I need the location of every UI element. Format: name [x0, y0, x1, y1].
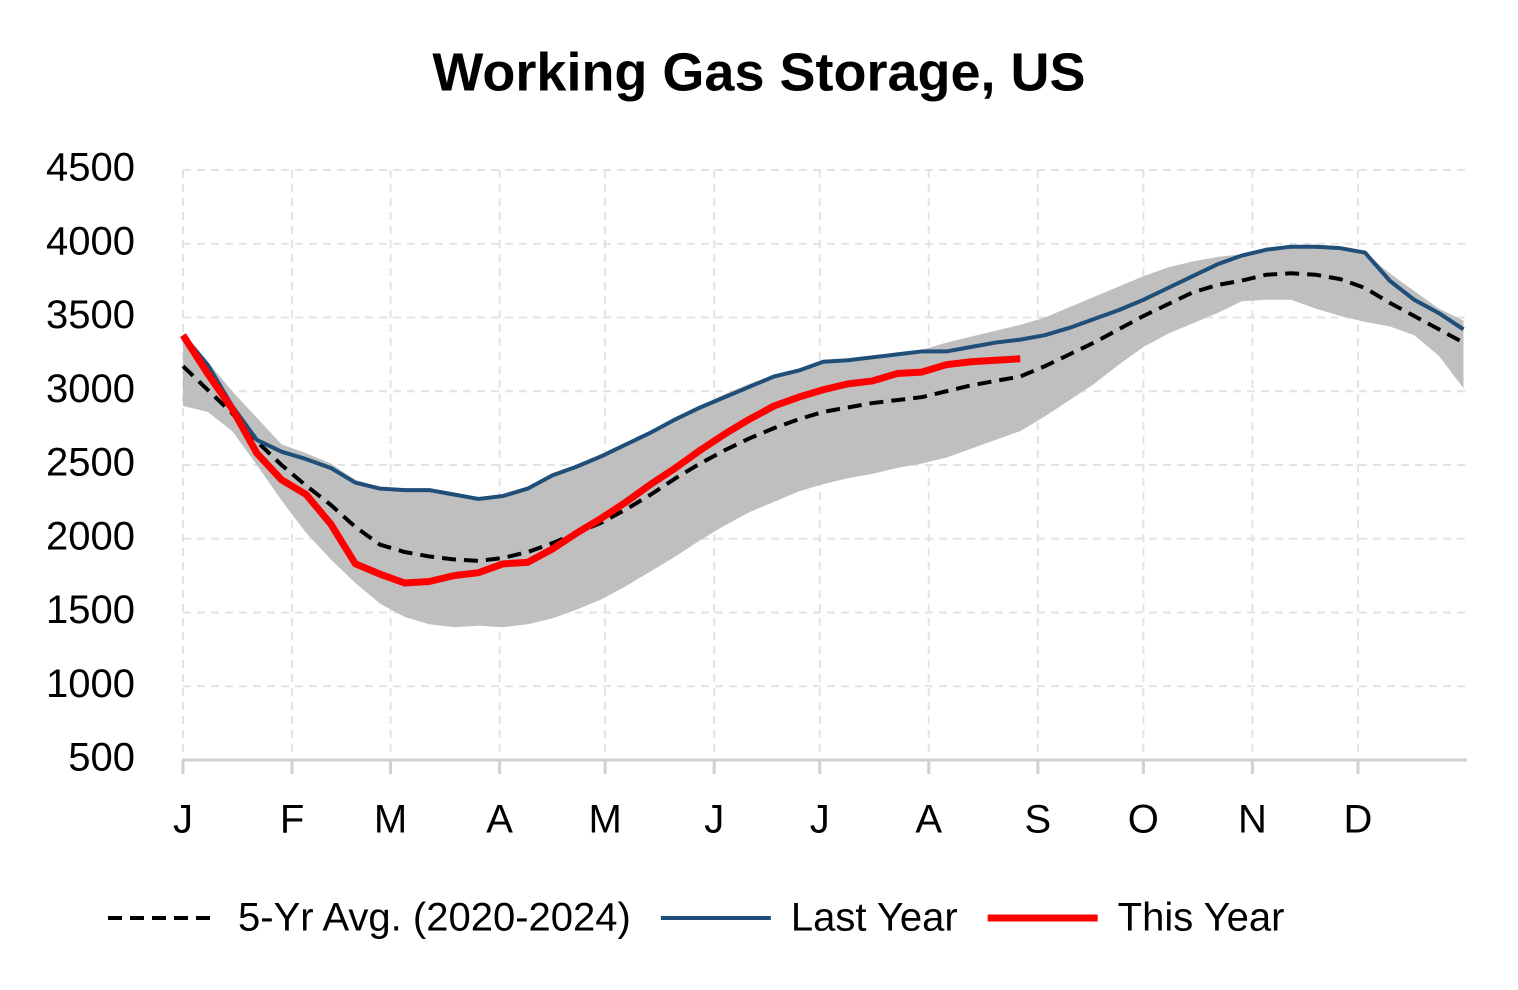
x-tick-label: J [704, 798, 724, 842]
x-tick-label: A [915, 798, 942, 842]
x-tick-label: D [1344, 798, 1373, 842]
x-tick-label: J [173, 798, 193, 842]
legend-label: This Year [1118, 896, 1285, 940]
x-tick-label: M [374, 798, 407, 842]
x-tick-label: M [588, 798, 621, 842]
y-tick-label: 1000 [46, 662, 135, 706]
y-tick-label: 2500 [46, 441, 135, 485]
series-line [181, 271, 1465, 563]
series-line [181, 244, 1465, 501]
legend-label: Last Year [791, 896, 958, 940]
x-tick-label: O [1128, 798, 1159, 842]
x-tick-label: A [486, 798, 513, 842]
legend-label: 5-Yr Avg. (2020-2024) [238, 896, 631, 940]
x-tick-label: J [810, 798, 830, 842]
y-tick-label: 4500 [46, 146, 135, 190]
x-tick-label: S [1024, 798, 1051, 842]
y-tick-label: 2000 [46, 514, 135, 558]
range-band [183, 246, 1464, 628]
x-tick-label: N [1238, 798, 1267, 842]
y-tick-label: 3500 [46, 293, 135, 337]
x-tick-label: F [280, 798, 304, 842]
y-tick-label: 3000 [46, 367, 135, 411]
chart-title: Working Gas Storage, US [432, 42, 1085, 102]
y-tick-label: 4000 [46, 219, 135, 263]
series-line [180, 333, 1021, 587]
y-tick-label: 1500 [46, 588, 135, 632]
y-tick-label: 500 [68, 736, 135, 780]
